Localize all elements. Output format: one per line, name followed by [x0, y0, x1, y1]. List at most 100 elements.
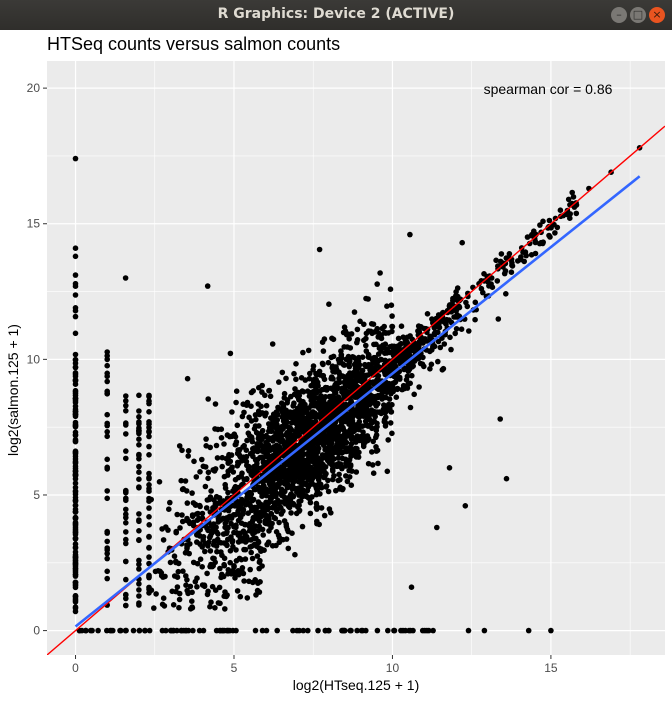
data-point [256, 431, 263, 437]
data-point [104, 464, 110, 471]
data-point [302, 377, 309, 383]
data-point [136, 537, 142, 544]
data-point [338, 422, 345, 429]
data-point [351, 361, 358, 368]
data-point [183, 627, 189, 634]
data-point [72, 370, 79, 376]
data-point [167, 499, 173, 506]
data-point [284, 495, 291, 501]
data-point [532, 238, 538, 244]
data-point [253, 465, 260, 472]
data-point [357, 318, 363, 325]
data-point [356, 426, 362, 433]
data-point [328, 438, 334, 445]
data-point [72, 272, 79, 278]
data-point [136, 517, 142, 523]
data-point [401, 350, 408, 356]
data-point [552, 215, 559, 222]
data-point [252, 457, 259, 463]
data-point [282, 488, 288, 495]
data-point [171, 573, 178, 579]
data-point [204, 283, 211, 289]
data-point [354, 627, 360, 634]
data-point [322, 384, 329, 391]
data-point [293, 433, 300, 440]
data-point [518, 254, 524, 260]
data-point [340, 627, 347, 634]
data-point [123, 529, 129, 535]
data-point [263, 492, 270, 499]
data-point [202, 483, 209, 490]
data-point [265, 445, 271, 452]
data-point [260, 459, 267, 466]
data-point [173, 528, 179, 535]
data-point [72, 545, 79, 551]
data-point [169, 588, 175, 595]
data-point [329, 462, 335, 468]
data-point [160, 574, 166, 580]
data-point [305, 627, 311, 634]
data-point [320, 436, 327, 443]
data-point [339, 406, 345, 413]
data-point [343, 473, 349, 479]
data-point [136, 430, 142, 437]
data-point [255, 408, 262, 415]
data-point [322, 394, 329, 400]
data-point [441, 341, 448, 347]
x-tick-label: 15 [544, 661, 558, 675]
data-point [72, 436, 79, 443]
data-point [387, 420, 394, 426]
data-point [207, 548, 214, 554]
data-point [427, 366, 433, 372]
data-point [415, 323, 422, 329]
data-point [292, 551, 298, 558]
data-point [515, 258, 521, 264]
maximize-button[interactable]: □ [630, 7, 646, 23]
data-point [382, 420, 389, 426]
data-point [295, 389, 301, 396]
data-point [288, 510, 294, 516]
data-point [216, 495, 223, 501]
data-point [343, 448, 350, 454]
data-point [251, 506, 257, 513]
data-point [258, 489, 265, 496]
data-point [328, 374, 335, 380]
data-point [72, 245, 79, 251]
data-point [244, 494, 250, 501]
minimize-button[interactable]: – [611, 7, 627, 23]
data-point [320, 348, 327, 354]
data-point [375, 392, 382, 399]
data-point [296, 627, 303, 634]
data-point [281, 390, 288, 397]
data-point [267, 482, 274, 488]
data-point [244, 475, 250, 482]
close-button[interactable]: × [649, 7, 665, 23]
data-point [523, 252, 529, 259]
data-point [170, 602, 177, 608]
data-point [248, 389, 255, 396]
data-point [260, 445, 267, 451]
data-point [354, 445, 360, 452]
data-point [104, 411, 110, 418]
data-point [368, 321, 375, 327]
data-point [345, 353, 352, 360]
data-point [146, 421, 152, 427]
data-point [291, 370, 297, 377]
data-point [365, 400, 372, 407]
data-point [190, 627, 196, 634]
data-point [95, 627, 101, 634]
data-point [359, 367, 366, 374]
data-point [123, 591, 129, 598]
data-point [203, 443, 209, 449]
data-point [462, 503, 469, 509]
data-point [391, 627, 398, 634]
data-point [363, 342, 369, 349]
data-point [284, 400, 291, 406]
data-point [72, 565, 79, 571]
chart-title: HTSeq counts versus salmon counts [47, 34, 340, 54]
data-point [104, 550, 110, 557]
data-point [238, 556, 245, 563]
data-point [279, 369, 286, 376]
data-point [296, 485, 302, 491]
data-point [233, 522, 239, 528]
